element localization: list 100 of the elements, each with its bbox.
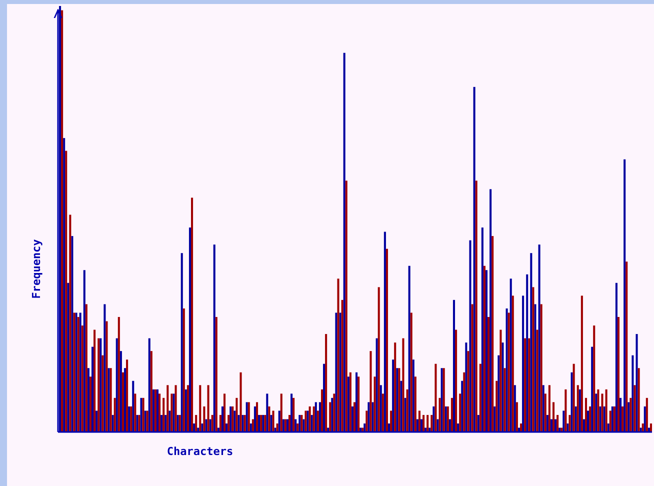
bar: [554, 419, 557, 432]
bar: [394, 342, 396, 432]
bar: [514, 385, 516, 432]
bar: [591, 346, 594, 432]
bar: [134, 394, 136, 432]
bar: [430, 414, 433, 432]
bar: [448, 419, 451, 432]
bar: [148, 338, 150, 432]
bar: [312, 406, 315, 432]
bar: [532, 287, 534, 432]
bar: [347, 376, 350, 432]
bar: [475, 180, 478, 432]
bar: [386, 248, 388, 432]
bar: [195, 414, 198, 432]
bar: [496, 380, 498, 432]
bar: [318, 402, 321, 432]
bar: [356, 372, 358, 432]
bar: [508, 312, 510, 432]
bar: [124, 368, 126, 432]
bar: [570, 372, 573, 432]
bar: [644, 406, 646, 432]
bar: [576, 385, 579, 432]
bar: [380, 385, 382, 432]
bar: [502, 342, 504, 432]
bar: [388, 423, 390, 432]
bar: [343, 52, 346, 432]
bar: [184, 389, 187, 432]
bar: [296, 423, 299, 432]
bar: [400, 380, 402, 432]
bar: [601, 394, 604, 432]
bar: [390, 410, 392, 432]
bar: [483, 266, 486, 432]
bar: [104, 304, 106, 432]
bar: [333, 394, 336, 432]
bar: [209, 419, 212, 432]
bar: [450, 398, 453, 432]
bar: [238, 414, 240, 432]
bar: [607, 423, 610, 432]
bar: [584, 398, 588, 432]
bar: [457, 423, 460, 432]
bar: [628, 402, 630, 432]
bar: [77, 316, 80, 432]
bar: [418, 410, 420, 432]
bar: [434, 364, 437, 432]
bar: [467, 351, 470, 432]
bar: [410, 312, 412, 432]
bar: [488, 316, 490, 432]
bar: [278, 410, 280, 432]
bar: [292, 398, 295, 432]
bar: [302, 419, 305, 432]
bar: [504, 368, 506, 432]
bar: [605, 389, 608, 432]
bar: [516, 402, 518, 432]
bar: [234, 410, 236, 432]
bar: [452, 300, 456, 432]
bar: [568, 414, 571, 432]
bar: [266, 394, 268, 432]
bar: [376, 338, 378, 432]
bar: [308, 406, 311, 432]
bar: [69, 214, 72, 432]
bar: [459, 394, 462, 432]
bar: [636, 334, 638, 432]
bar: [116, 338, 118, 432]
bar: [256, 402, 258, 432]
bar: [240, 372, 242, 432]
bar: [485, 270, 488, 432]
bar: [550, 419, 552, 432]
bar: [473, 86, 476, 432]
bar: [174, 385, 177, 432]
bar: [406, 389, 408, 432]
bar: [327, 428, 330, 432]
bar: [94, 330, 96, 432]
bar: [276, 423, 278, 432]
bar: [438, 398, 441, 432]
bar: [226, 423, 228, 432]
bar: [428, 428, 431, 432]
bar: [546, 414, 548, 432]
bar: [603, 406, 606, 432]
bar: [492, 236, 494, 432]
bar: [548, 385, 550, 432]
bar: [562, 410, 565, 432]
bar: [323, 364, 326, 432]
bar: [83, 270, 86, 432]
bar: [316, 410, 319, 432]
bar: [166, 385, 169, 432]
bar: [640, 428, 642, 432]
bar: [215, 316, 218, 432]
bar: [624, 159, 626, 432]
bar: [589, 406, 592, 432]
bar: [552, 402, 555, 432]
bar: [201, 423, 204, 432]
bar: [477, 414, 480, 432]
bar: [556, 414, 559, 432]
bar: [617, 316, 620, 432]
bar: [364, 423, 366, 432]
bar: [382, 394, 384, 432]
bar: [358, 376, 360, 432]
bar: [203, 406, 206, 432]
bar: [566, 423, 569, 432]
bar: [587, 410, 590, 432]
